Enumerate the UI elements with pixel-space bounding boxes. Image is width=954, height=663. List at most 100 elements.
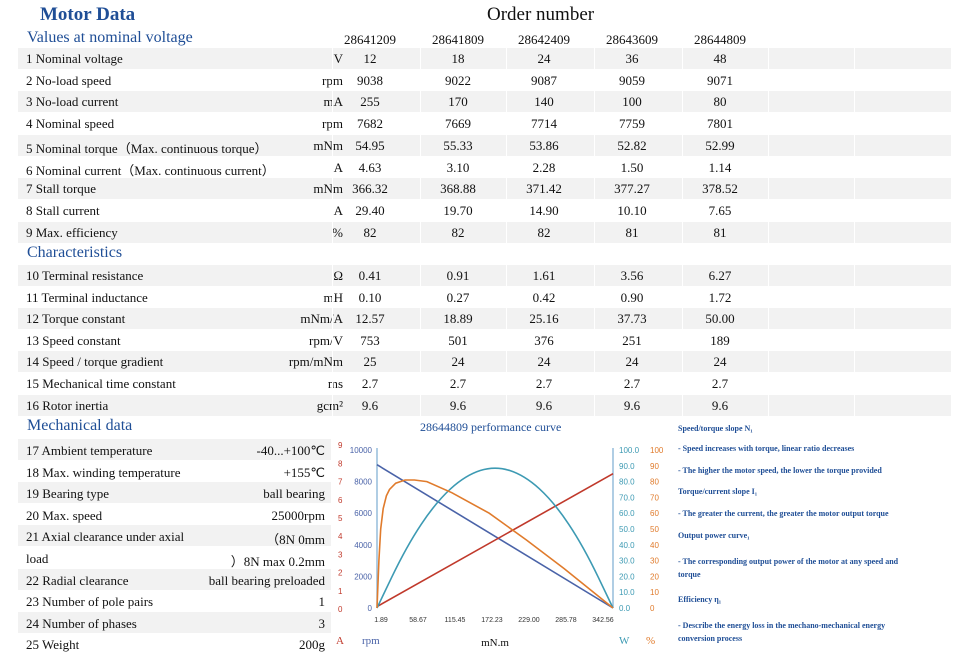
row-label: 7 Stall torque — [26, 181, 97, 197]
row-value: 2.7 — [361, 376, 379, 391]
row-unit: V — [333, 51, 343, 66]
row-background — [18, 69, 951, 92]
row-label: 24 Number of phases — [26, 615, 137, 631]
table-row: 6 Nominal current（Max. continuous curren… — [18, 157, 951, 178]
column-divider — [506, 48, 507, 416]
x-tick-label: 342.56 — [592, 617, 614, 624]
table-row: 12 Torque constant mNm/A 12.57 18.89 25.16 37… — [18, 308, 951, 329]
mechanical-row: 21 Axial clearance under axial （8N 0mm — [18, 525, 331, 547]
watt-tick-label: 80.0 — [619, 478, 635, 487]
chart-note: Efficiency η₁ — [678, 595, 722, 604]
row-value: 80 — [713, 94, 727, 110]
row-value: 9.6 — [623, 397, 641, 413]
row-value: 0.42 — [532, 289, 556, 305]
percent-tick-label: 100 — [650, 446, 664, 455]
row-value: 368.88 — [440, 181, 476, 197]
order-number-column: 28642409 — [518, 32, 570, 47]
row-value: 18.89 — [443, 311, 473, 327]
row-background — [18, 156, 951, 179]
row-value: 9.6 — [361, 397, 379, 413]
row-value: 7714 — [531, 116, 557, 132]
row-label: 15 Mechanical time constant — [26, 376, 176, 391]
amp-tick-label: 6 — [338, 496, 343, 505]
row-value: 501 — [448, 332, 468, 348]
mechanical-row: 18 Max. winding temperature +155℃ — [18, 461, 331, 482]
row-label: 12 Torque constant — [26, 311, 126, 327]
row-background — [18, 547, 331, 569]
table-row: 15 Mechanical time constant ms 2.7 2.7 2.7 2.… — [18, 373, 951, 394]
column-divider — [420, 48, 421, 416]
row-background — [18, 329, 951, 352]
row-value: 9071 — [707, 72, 733, 88]
row-value: 0.41 — [358, 268, 382, 283]
row-label: 22 Radial clearance — [26, 572, 129, 588]
row-value: 36 — [625, 51, 639, 66]
rpm-tick-label: 8000 — [354, 478, 372, 487]
row-label: 17 Ambient temperature — [26, 443, 153, 458]
watt-tick-label: 30.0 — [619, 557, 635, 566]
percent-tick-label: 20 — [650, 572, 659, 581]
row-value: ball bearing — [263, 486, 325, 502]
row-background — [18, 113, 951, 136]
percent-axis-label: % — [646, 635, 655, 647]
row-value: 3.56 — [620, 268, 644, 283]
row-background — [18, 394, 951, 417]
row-background — [18, 611, 331, 634]
row-unit: mH — [323, 289, 344, 305]
row-background — [18, 134, 951, 157]
row-background — [18, 460, 331, 483]
amp-tick-label: 5 — [338, 514, 343, 523]
row-label: 23 Number of pole pairs — [26, 594, 154, 610]
amp-tick-label: 8 — [338, 459, 343, 468]
row-value: 2.28 — [532, 159, 556, 175]
table-row: 1 Nominal voltage V 12 18 24 36 48 — [18, 48, 951, 69]
amp-tick-label: 9 — [338, 441, 343, 450]
row-value: 170 — [448, 94, 468, 110]
row-value: 753 — [360, 332, 380, 348]
row-label: 20 Max. speed — [26, 507, 103, 523]
row-value: -40...+100℃ — [256, 443, 325, 458]
table-row: 13 Speed constant rpm/V 753 501 376 251 189 — [18, 330, 951, 351]
row-value: 7801 — [707, 116, 733, 132]
row-label: 14 Speed / torque gradient — [26, 354, 164, 370]
row-background — [18, 265, 951, 287]
rpm-tick-label: 4000 — [354, 541, 372, 550]
percent-tick-label: 80 — [650, 478, 659, 487]
row-value: 4.63 — [358, 159, 382, 175]
table-row: 2 No-load speedrpm90389022908790599071 — [18, 70, 951, 91]
row-value: 3.10 — [446, 159, 470, 175]
column-divider — [594, 48, 595, 416]
row-background — [18, 91, 951, 114]
table-row: 10 Terminal resistance Ω 0.41 0.91 1.61 3.56 6… — [18, 265, 951, 286]
column-divider — [682, 48, 683, 416]
order-number-column: 28644809 — [694, 32, 746, 47]
percent-tick-label: 60 — [650, 509, 659, 518]
row-value: ball bearing preloaded — [208, 572, 325, 588]
amp-tick-label: 0 — [338, 605, 343, 614]
row-unit: ms — [327, 376, 343, 391]
row-value: 12.57 — [355, 311, 385, 327]
row-background — [18, 439, 331, 461]
table-row: 14 Speed / torque gradient rpm/mNm 25 24 24 2… — [18, 351, 951, 372]
percent-tick-label: 40 — [650, 541, 659, 550]
row-unit: A — [333, 202, 343, 218]
percent-tick-label: 10 — [650, 588, 659, 597]
rpm-tick-label: 6000 — [354, 509, 372, 518]
row-value: 50.00 — [705, 311, 735, 327]
row-background — [18, 503, 331, 526]
row-background — [18, 482, 331, 505]
row-label: 19 Bearing type — [26, 486, 110, 502]
row-value: 0.91 — [446, 268, 470, 283]
section-nominal: Values at nominal voltage — [27, 29, 193, 46]
percent-tick-label: 90 — [650, 462, 659, 471]
series-line-speed — [376, 464, 614, 609]
chart-note: Speed/torque slope N₁ — [678, 424, 753, 433]
row-value: 140 — [534, 94, 554, 110]
chart-title: 28644809 performance curve — [420, 420, 562, 434]
row-value: 18 — [451, 51, 465, 66]
row-value: 82 — [363, 224, 377, 240]
row-value: 200g — [299, 637, 325, 653]
row-unit: A — [333, 159, 343, 175]
watt-tick-label: 20.0 — [619, 572, 635, 581]
row-label: 4 Nominal speed — [26, 116, 115, 132]
